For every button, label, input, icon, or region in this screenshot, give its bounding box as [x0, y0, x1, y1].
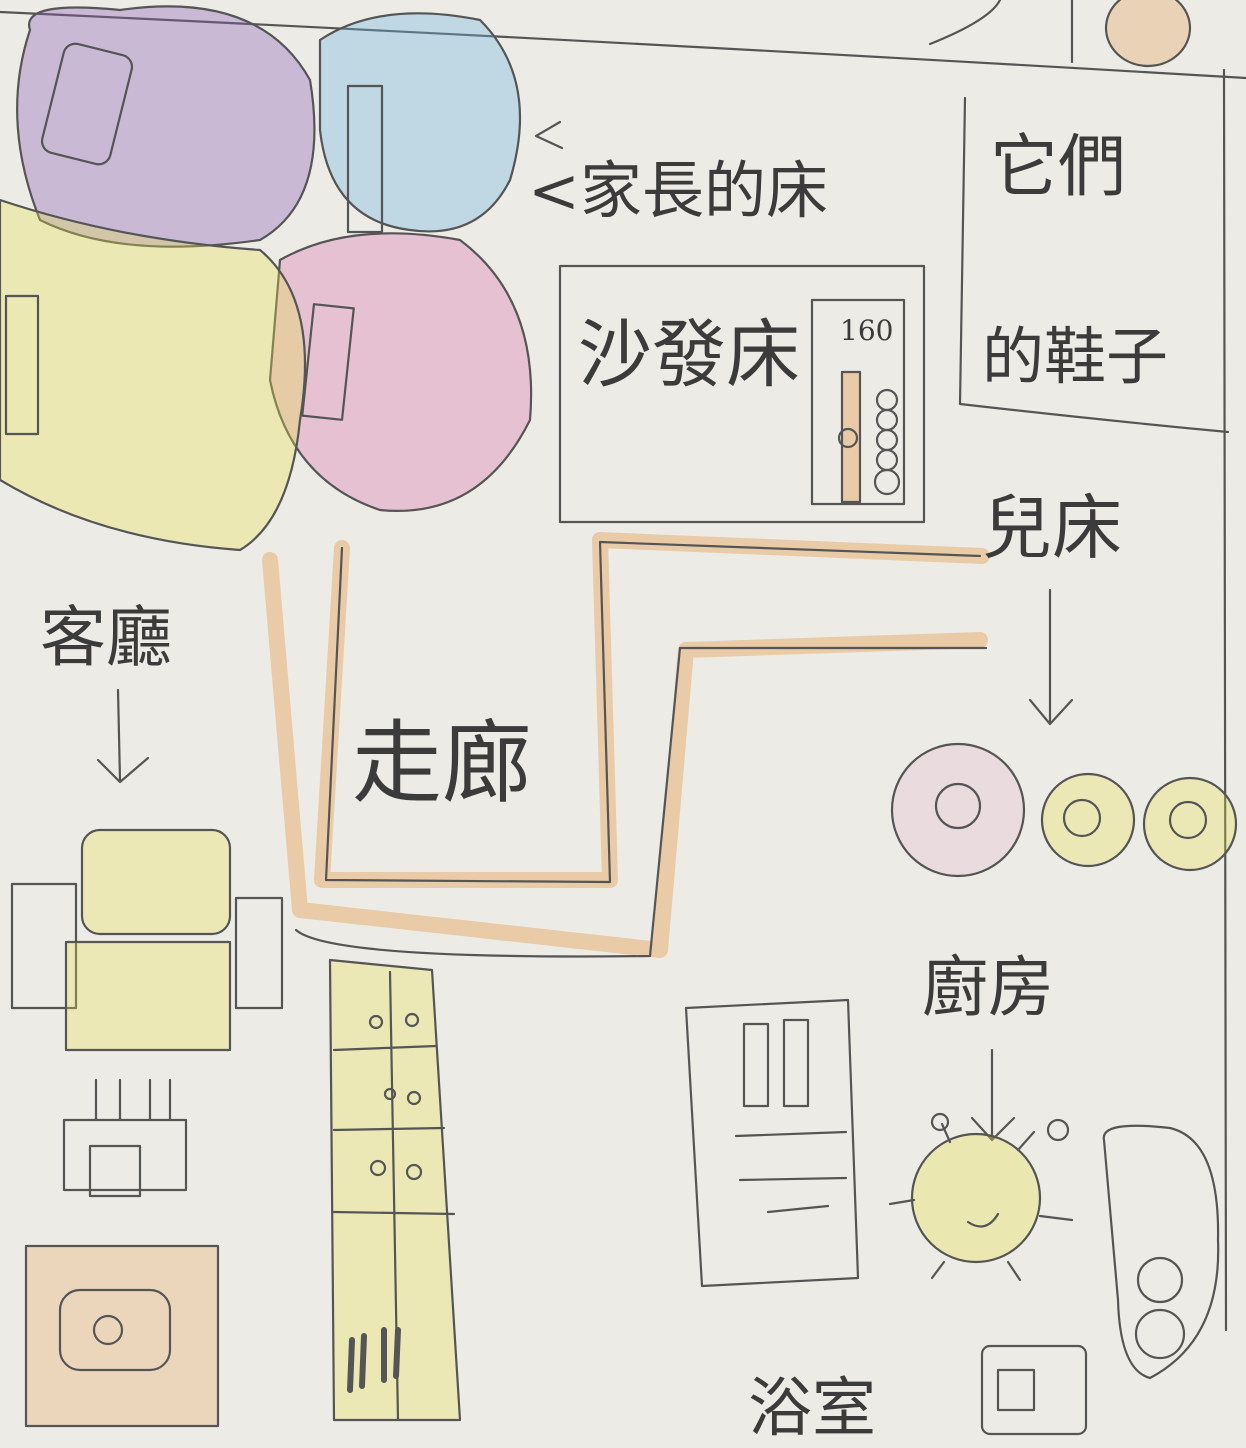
armchair-back — [82, 830, 230, 934]
kitchen-cabinet — [686, 1000, 858, 1286]
arrow-children-bed — [1030, 590, 1072, 724]
top-orange-blob — [1106, 0, 1190, 66]
label-number: 160 — [840, 314, 893, 347]
table-book — [90, 1146, 140, 1196]
kid-head-3 — [1144, 778, 1236, 870]
bathtub — [1104, 1126, 1218, 1378]
label-sofa-bed: 沙發床 — [578, 312, 800, 398]
arrow-parents-bed — [536, 122, 562, 148]
kid-head-2 — [1042, 774, 1134, 866]
label-bathroom: 浴室 — [748, 1372, 876, 1446]
label-children-bed: 兒床 — [982, 487, 1122, 569]
label-their-shoes-col2: 的鞋子 — [982, 320, 1168, 393]
top-drawing-remnant — [930, 0, 1000, 44]
armchair-right-arm — [236, 898, 282, 1008]
label-corridor: 走廊 — [352, 711, 532, 816]
armchair-seat — [66, 942, 230, 1050]
pink-bed — [270, 233, 531, 511]
blue-bed — [320, 13, 520, 231]
table — [64, 1120, 186, 1190]
label-living-room: 客廳 — [40, 599, 172, 676]
label-kitchen: 廚房 — [922, 949, 1054, 1026]
purple-bed — [17, 6, 314, 246]
label-their-shoes-col1: 它們 — [990, 128, 1126, 207]
kid-head-1 — [892, 744, 1024, 876]
arrow-bathroom — [972, 1050, 1014, 1140]
arrow-living-room — [98, 690, 148, 782]
table-legs — [96, 1080, 170, 1120]
sun-kid — [912, 1134, 1040, 1262]
label-parents-bed: <家長的床 — [528, 154, 828, 227]
tv-frame — [26, 1246, 218, 1426]
yellow-bed — [0, 200, 305, 550]
